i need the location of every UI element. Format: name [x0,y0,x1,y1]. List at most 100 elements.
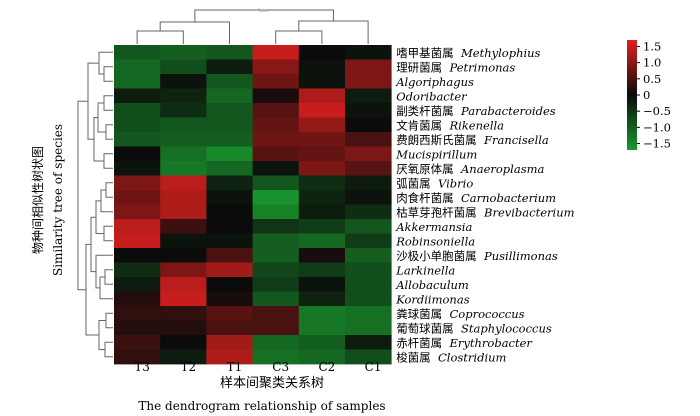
heatmap-cell [160,233,207,249]
heatmap-cell [160,146,207,162]
sample-label: T3 [134,360,150,374]
heatmap-cell [160,219,207,234]
heatmap-cell [114,59,161,75]
heatmap-cell [345,103,392,118]
heatmap-cell [252,103,300,118]
dendrogram-branch [104,269,113,285]
dendrogram-branch [105,182,113,198]
heatmap-cell [206,233,253,249]
heatmap-cell [345,335,392,350]
species-label: 文肯菌属 Rikenella [396,118,504,132]
dendrogram-branch [105,312,113,329]
species-label: 肉食杆菌属 Carnobacterium [396,191,556,205]
species-label: Mucispirillum [395,147,477,161]
heatmap-cell [206,74,253,89]
dendrogram-branch [95,200,104,234]
heatmap-cell [298,320,346,336]
heatmap-cell [345,88,392,104]
heatmap-cell [160,132,207,147]
heatmap-cells [114,45,392,365]
heatmap-cell [160,59,207,75]
heatmap-cell [160,117,207,133]
sample-label: T2 [180,360,196,374]
colorbar-tick-label: −1.0 [643,120,671,134]
heatmap-cell [345,175,392,191]
heatmap-cell [160,190,207,205]
dendrogram-branch [103,95,113,111]
heatmap-cell [114,262,161,278]
dendrogram-branch [298,20,369,44]
dendrogram-branch [77,100,88,291]
heatmap-cell [114,132,161,147]
heatmap-cell [160,175,207,191]
heatmap-cell [114,291,161,307]
heatmap-cell [298,306,346,321]
heatmap-cell [345,277,392,292]
species-label: 枯草芽孢杆菌属 Brevibacterium [396,205,574,219]
dendrogram-branch [103,66,113,82]
heatmap-cell [345,132,392,147]
heatmap-cell [345,204,392,220]
heatmap-cell [160,74,207,89]
colorbar-tick-label: 1.0 [643,56,661,70]
heatmap-cell [298,335,346,350]
heatmap-cell [345,233,392,249]
heatmap-cell [206,248,253,263]
dendrogram-branch [159,21,230,44]
heatmap-cell [114,320,161,336]
species-label: 费朗西斯氏菌属 Francisella [396,133,549,147]
heatmap-cell [298,248,346,263]
heatmap-cell [160,291,207,307]
heatmap-cell [160,204,207,220]
heatmap-cell [206,262,253,278]
heatmap-cell [114,335,161,350]
colorbar-tick-label: 0.5 [643,72,661,86]
heatmap-cell [160,320,207,336]
heatmap-cell [114,117,161,133]
sample-dendrogram-label: Rowv [258,8,269,13]
species-label: 嗜甲基菌属 Methylophius [396,46,540,60]
dendrogram-branch [90,216,96,273]
sample-dendrogram [136,9,369,44]
sample-labels: T3 T2 T1 C3 C2 C1 [134,360,381,374]
species-label: Robinsoniella [395,234,475,248]
dendrogram-branch [100,189,113,213]
heatmap-cell [298,161,346,176]
heatmap-cell [114,306,161,321]
species-dendrogram [77,51,113,358]
heatmap-cell [252,175,300,191]
colorbar-tick-label: −1.5 [643,137,671,151]
heatmap-cell [252,88,300,104]
heatmap-cell [345,161,392,176]
heatmap-cell [298,88,346,104]
heatmap-cell [252,349,300,365]
x-axis-title-cn: 样本间聚类关系树 [220,376,324,391]
species-label: 理研菌属 Petrimonas [396,60,515,74]
dendrogram-branch [194,9,334,22]
dendrogram-branch [85,243,99,336]
heatmap-cell [206,320,253,336]
x-axis-title-en: The dendrogram relationship of samples [138,399,385,413]
heatmap-cell [345,146,392,162]
sample-label: T1 [227,360,243,374]
heatmap-cell [114,233,161,249]
species-label: 弧菌属 Vibrio [396,176,473,190]
heatmap-cell [206,306,253,321]
heatmap-cell [252,335,300,350]
heatmap-cell [345,248,392,263]
heatmap-cell [345,291,392,307]
heatmap-cell [298,233,346,249]
heatmap-cell [206,59,253,75]
heatmap-cell [252,277,300,292]
heatmap-cell [160,335,207,350]
heatmap-cell [252,45,300,60]
colorbar-tick-label: 1.5 [643,39,661,53]
heatmap-cell [206,335,253,350]
heatmap-cell [345,59,392,75]
heatmap-cell [252,306,300,321]
heatmap-cell [298,349,346,365]
heatmap-cell [114,45,161,60]
species-label: 葡萄球菌属 Staphylococcus [396,321,552,335]
color-legend: 1.5 1.0 0.5 0 −0.5 −1.0 −1.5 [627,39,671,151]
heatmap-cell [252,233,300,249]
